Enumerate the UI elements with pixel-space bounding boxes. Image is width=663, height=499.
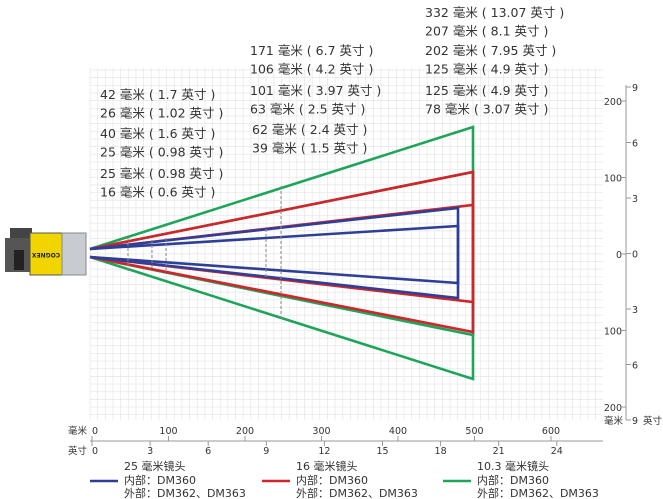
tick-label: 600	[542, 426, 560, 437]
tick-label: 9	[632, 83, 638, 94]
legend-line: 外部：DM362、DM363	[296, 486, 418, 499]
tick-label: 0	[92, 426, 98, 437]
tick-label: 6	[205, 446, 211, 457]
annotation: 62 毫米 ( 2.4 英寸 )	[252, 122, 367, 137]
tick-label: 500	[465, 426, 483, 437]
annotation: 78 毫米 ( 3.07 英寸 )	[425, 102, 548, 117]
tick-label: 12	[318, 446, 330, 457]
tick-label: 100	[604, 327, 622, 338]
tick-label: 200	[236, 426, 254, 437]
logo: COGNEX	[32, 251, 61, 258]
legend-line: 内部：DM360	[124, 473, 196, 487]
unit-label: 毫米	[604, 415, 624, 427]
tick-label: 300	[312, 426, 330, 437]
tick-label: 200	[604, 97, 622, 108]
tick-label: 3	[632, 194, 638, 205]
tick-label: 3	[147, 446, 153, 457]
beams	[89, 125, 475, 381]
annotation: 25 毫米 ( 0.98 英寸 )	[100, 145, 223, 160]
legend-title: 16 毫米镜头	[296, 459, 358, 473]
beam	[89, 224, 460, 285]
tick-label: 100	[604, 174, 622, 185]
tick-label: 400	[389, 426, 407, 437]
tick-label: 100	[159, 426, 177, 437]
legend-line: 外部：DM362、DM363	[124, 486, 246, 499]
annotation: 125 毫米 ( 4.9 英寸 )	[425, 62, 548, 77]
unit-label: 英寸	[68, 445, 88, 457]
camera-lens	[61, 232, 87, 276]
tick-label: 0	[632, 250, 638, 261]
tick-label: 21	[493, 446, 505, 457]
annotation: 106 毫米 ( 4.2 英寸 )	[250, 62, 373, 77]
camera-connector	[14, 250, 24, 270]
tick-label: 0	[616, 250, 622, 261]
legend-title: 10.3 毫米镜头	[477, 459, 549, 473]
annotation: 16 毫米 ( 0.6 英寸 )	[100, 185, 215, 200]
legend-line: 内部：DM360	[296, 473, 368, 487]
annotation: 101 毫米 ( 3.97 英寸 )	[250, 83, 381, 98]
legend-line: 内部：DM360	[477, 473, 549, 487]
camera-yellow	[29, 232, 63, 276]
legend-title: 25 毫米镜头	[124, 459, 186, 473]
tick-label: 9	[263, 446, 269, 457]
tick-label: 6	[632, 139, 638, 150]
unit-label: 英寸	[643, 415, 663, 427]
annotation: 207 毫米 ( 8.1 英寸 )	[425, 24, 548, 39]
annotation: 332 毫米 ( 13.07 英寸 )	[425, 5, 564, 20]
annotation: 40 毫米 ( 1.6 英寸 )	[100, 126, 215, 141]
annotation: 26 毫米 ( 1.02 英寸 )	[100, 106, 223, 121]
camera: COGNEX	[5, 228, 87, 276]
legend-line: 外部：DM362、DM363	[477, 486, 599, 499]
annotation: 39 毫米 ( 1.5 英寸 )	[252, 141, 367, 156]
tick-label: 9	[632, 416, 638, 427]
tick-label: 0	[92, 446, 98, 457]
labels: 332 毫米 ( 13.07 英寸 ) 207 毫米 ( 8.1 英寸 ) 202 …	[90, 5, 599, 499]
unit-label: 毫米	[68, 425, 88, 437]
annotation: 25 毫米 ( 0.98 英寸 )	[100, 166, 223, 181]
annotation: 63 毫米 ( 2.5 英寸 )	[250, 102, 365, 117]
annotation: 202 毫米 ( 7.95 英寸 )	[425, 43, 556, 58]
annotation: 171 毫米 ( 6.7 英寸 )	[250, 43, 373, 58]
annotation: 42 毫米 ( 1.7 英寸 )	[100, 87, 215, 102]
tick-label: 3	[632, 305, 638, 316]
tick-label: 200	[604, 403, 622, 414]
annotation: 125 毫米 ( 4.9 英寸 )	[425, 83, 548, 98]
tick-label: 24	[551, 446, 563, 457]
tick-label: 6	[632, 361, 638, 372]
tick-label: 18	[435, 446, 447, 457]
tick-label: 15	[376, 446, 388, 457]
